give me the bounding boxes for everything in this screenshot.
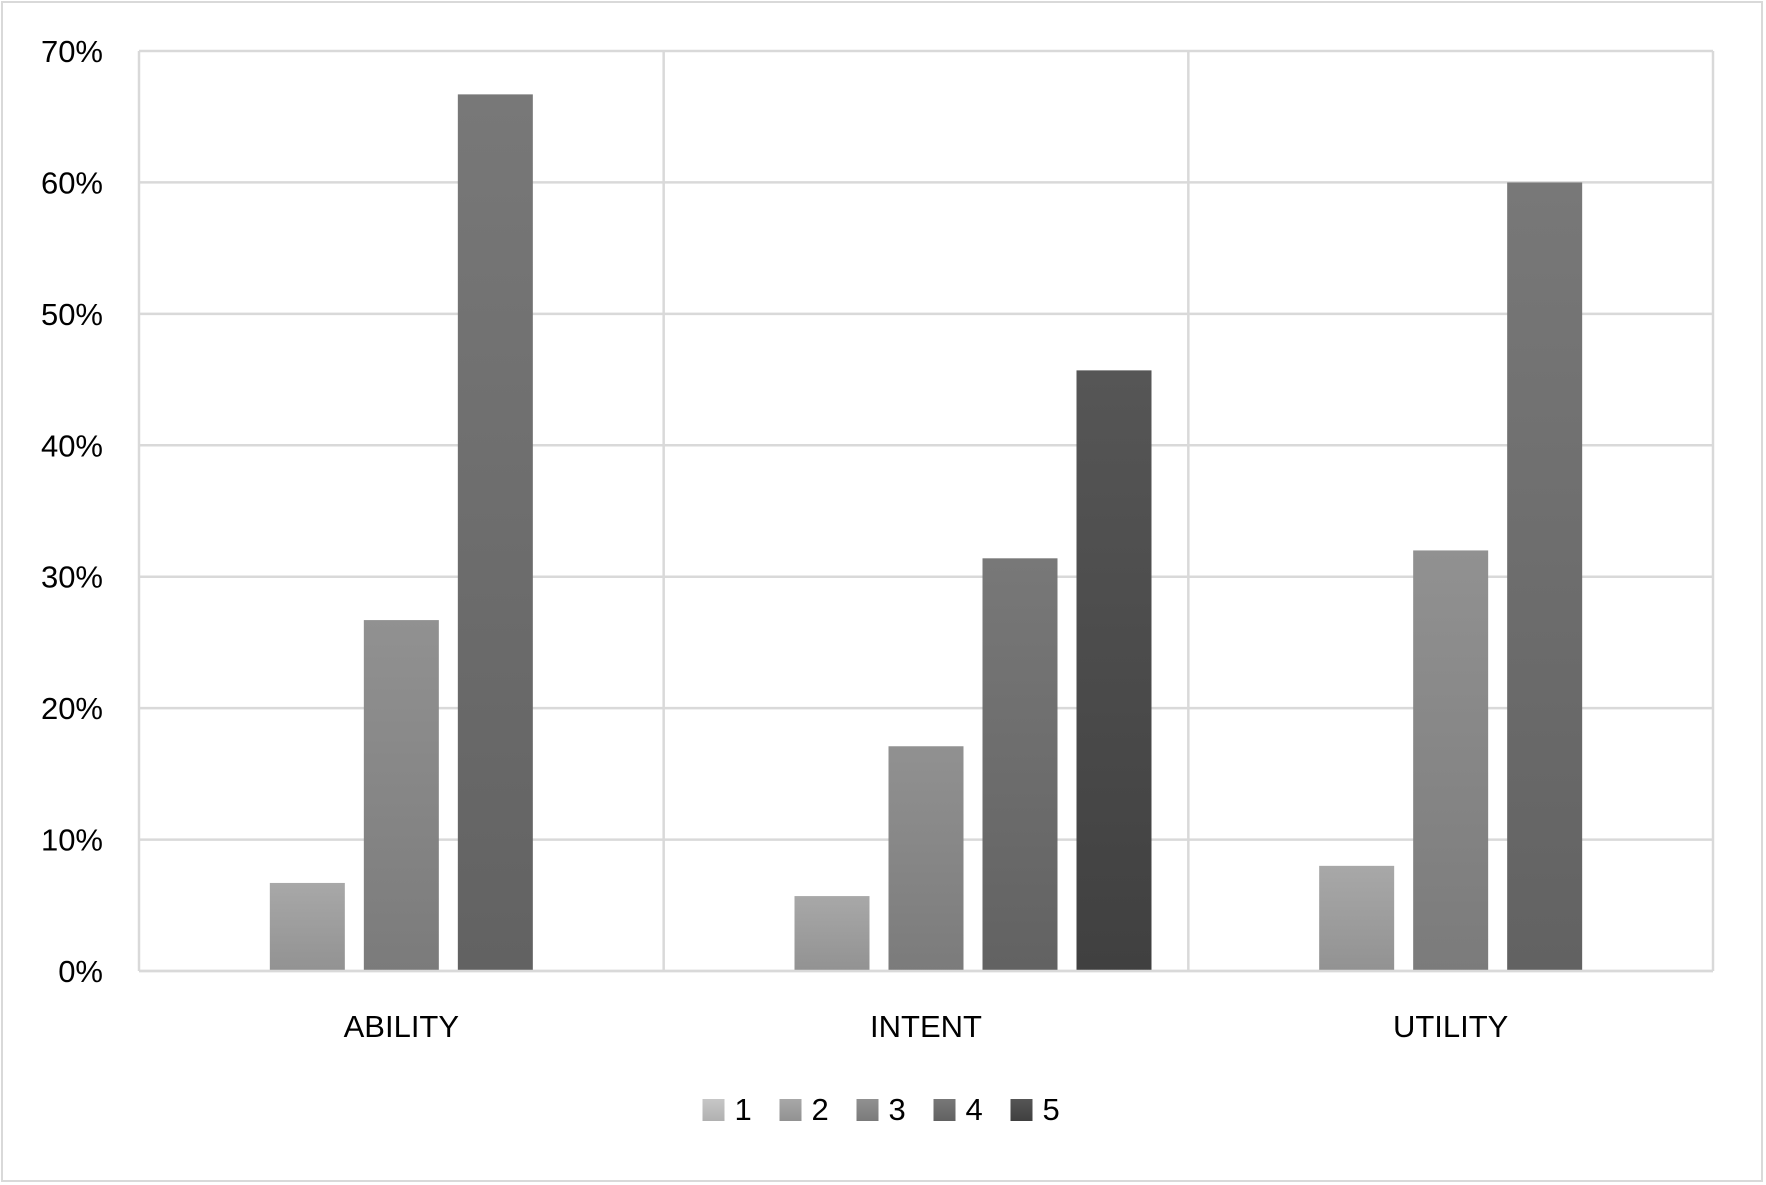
x-axis: ABILITY INTENT UTILITY <box>139 969 1713 1044</box>
legend-swatch <box>1010 1099 1033 1121</box>
y-tick-label: 0% <box>58 954 103 989</box>
x-tick-label: UTILITY <box>1393 1009 1508 1044</box>
y-axis: 0% 10% 20% 30% 40% 50% 60% 70% <box>41 34 103 989</box>
legend-item-4: 4 <box>933 1092 983 1127</box>
y-tick-label: 70% <box>41 34 103 69</box>
bar-ability-series-4 <box>457 94 533 971</box>
legend-item-5: 5 <box>1010 1092 1060 1127</box>
legend-label: 1 <box>735 1092 752 1127</box>
bar-intent-series-5 <box>1076 370 1152 971</box>
legend-label: 4 <box>966 1092 983 1127</box>
legend: 1 2 3 4 5 <box>702 1092 1060 1127</box>
legend-swatch <box>779 1099 802 1121</box>
bar-series <box>269 94 1583 971</box>
legend-item-2: 2 <box>779 1092 829 1127</box>
legend-item-3: 3 <box>856 1092 906 1127</box>
bar-intent-series-4 <box>982 558 1058 971</box>
y-tick-label: 60% <box>41 165 103 200</box>
x-tick-label: INTENT <box>870 1009 982 1044</box>
bar-intent-series-3 <box>888 746 964 971</box>
legend-label: 5 <box>1043 1092 1060 1127</box>
bar-ability-series-3 <box>363 620 439 971</box>
legend-swatch <box>702 1099 725 1121</box>
legend-label: 3 <box>889 1092 906 1127</box>
y-tick-label: 40% <box>41 428 103 463</box>
y-tick-label: 10% <box>41 823 103 858</box>
bar-utility-series-4 <box>1507 182 1583 971</box>
y-tick-label: 30% <box>41 560 103 595</box>
bar-intent-series-2 <box>794 896 870 971</box>
legend-label: 2 <box>812 1092 829 1127</box>
legend-swatch <box>856 1099 879 1121</box>
bar-ability-series-2 <box>269 882 345 971</box>
bar-utility-series-3 <box>1413 550 1489 971</box>
bar-utility-series-2 <box>1319 865 1395 971</box>
y-tick-label: 20% <box>41 691 103 726</box>
legend-swatch <box>933 1099 956 1121</box>
y-tick-label: 50% <box>41 297 103 332</box>
legend-item-1: 1 <box>702 1092 752 1127</box>
x-tick-label: ABILITY <box>344 1009 459 1044</box>
